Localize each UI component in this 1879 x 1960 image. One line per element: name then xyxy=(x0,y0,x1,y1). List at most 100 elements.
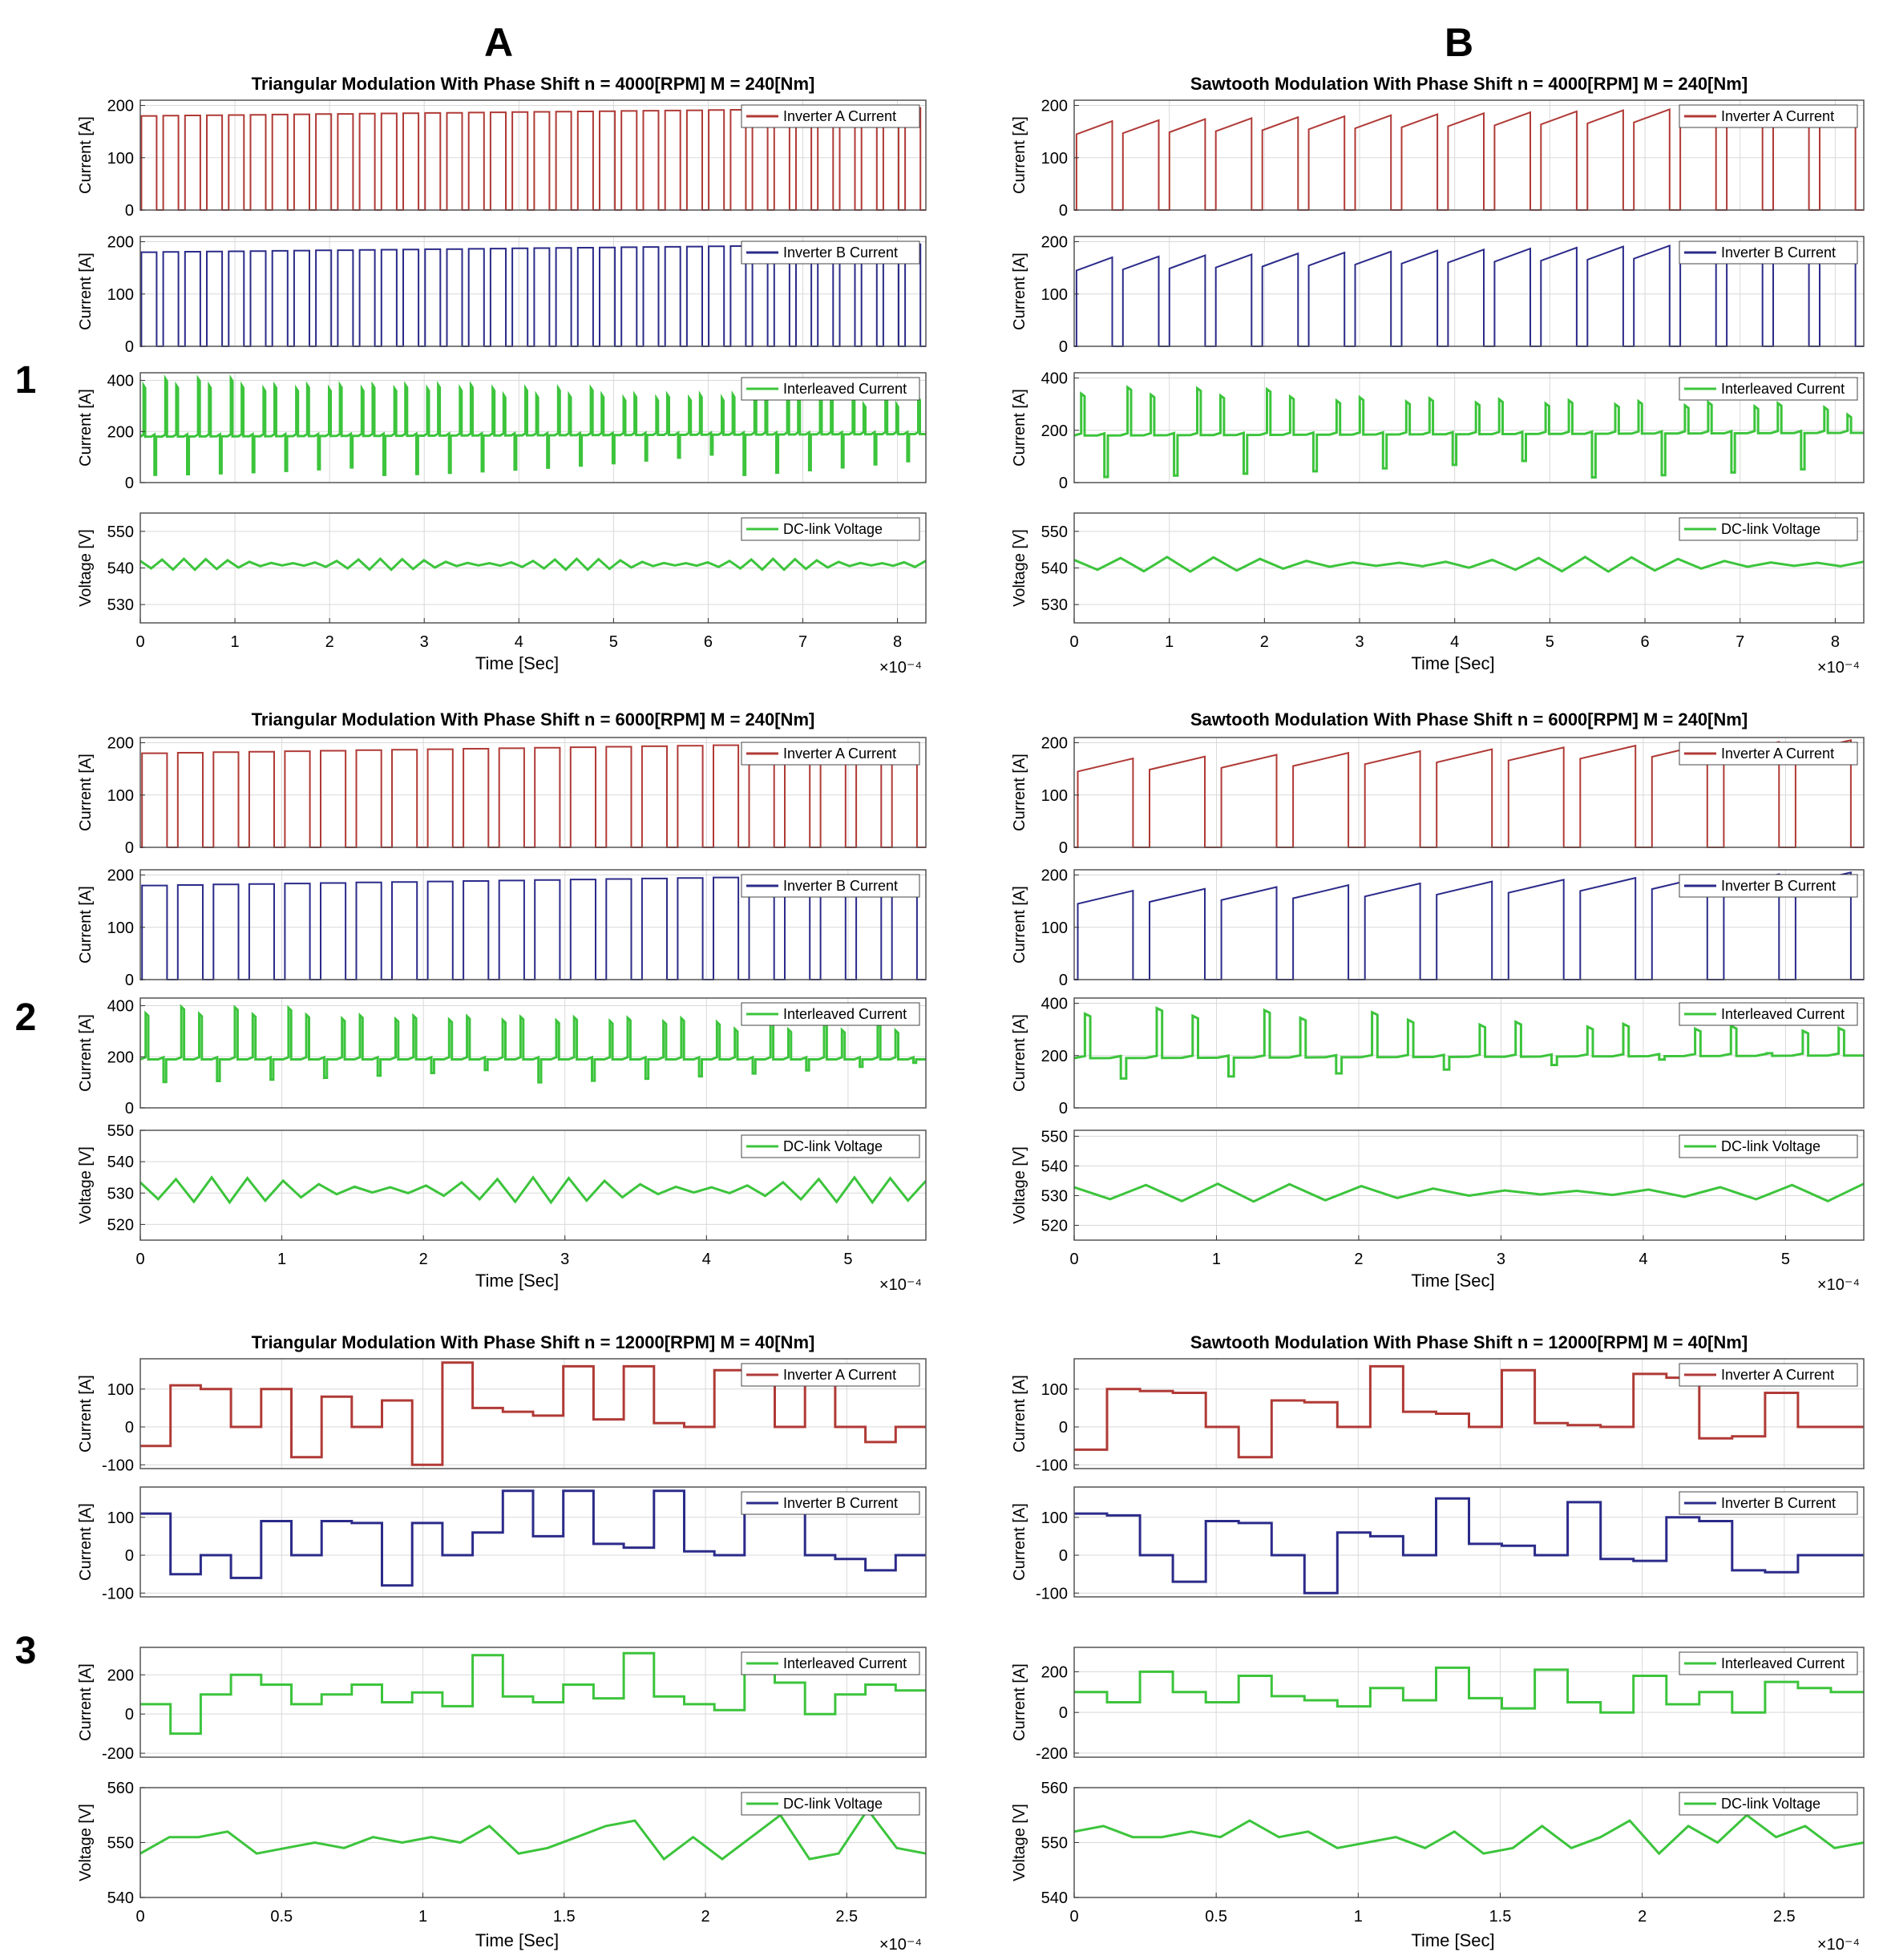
chart-A2: Triangular Modulation With Phase Shift n… xyxy=(77,709,927,1294)
legend-label: Inverter B Current xyxy=(783,878,898,894)
legend: DC-link Voltage xyxy=(741,1792,920,1816)
legend-label: DC-link Voltage xyxy=(783,1796,883,1812)
y-axis-label: Current [A] xyxy=(77,253,95,330)
y-axis-label: Voltage [V] xyxy=(1011,529,1028,607)
chart-A1: Triangular Modulation With Phase Shift n… xyxy=(77,74,927,677)
subplot-1: -100 0 100 Current [A] Inverter A Current xyxy=(1011,1358,1865,1474)
series-line xyxy=(1074,1666,1864,1714)
x-tick-label: 2 xyxy=(1354,1251,1363,1268)
y-tick-label: 100 xyxy=(107,919,134,937)
x-tick-label: 5 xyxy=(1546,633,1554,651)
y-tick-label: 200 xyxy=(107,234,134,252)
y-axis-label: Voltage [V] xyxy=(77,1804,95,1881)
x-tick-label: 8 xyxy=(893,633,902,651)
y-tick-label: 0 xyxy=(125,1706,134,1724)
y-axis-label: Current [A] xyxy=(77,1014,95,1092)
x-tick-label: 0.5 xyxy=(270,1908,293,1926)
x-tick-label: 2.5 xyxy=(835,1908,858,1926)
y-tick-label: 540 xyxy=(107,1889,134,1907)
y-axis-label: Voltage [V] xyxy=(77,529,95,607)
y-tick-label: 100 xyxy=(1041,1381,1068,1399)
legend: DC-link Voltage xyxy=(741,517,920,541)
y-axis-label: Current [A] xyxy=(77,754,95,831)
x-tick-label: 0 xyxy=(135,1908,144,1926)
x-axis-multiplier: ×10⁻⁴ xyxy=(1817,659,1860,677)
legend-label: DC-link Voltage xyxy=(1721,521,1820,537)
legend-label: Inverter B Current xyxy=(1721,244,1836,261)
y-tick-label: 200 xyxy=(1041,234,1068,252)
y-tick-label: 540 xyxy=(1041,1889,1068,1907)
legend: Inverter B Current xyxy=(1679,240,1858,265)
x-tick-label: 3 xyxy=(1355,633,1364,651)
y-tick-label: 0 xyxy=(125,475,134,492)
x-axis-label: Time [Sec] xyxy=(475,653,559,673)
y-tick-label: 0 xyxy=(125,1547,134,1565)
x-tick-label: 6 xyxy=(1640,633,1649,651)
y-tick-label: 0 xyxy=(1059,475,1068,492)
y-tick-label: 0 xyxy=(1059,1547,1068,1565)
subplot-1: 0 100 200 Current [A] Inverter A Current xyxy=(1011,735,1865,857)
legend-label: Interleaved Current xyxy=(783,1006,907,1022)
legend-label: Interleaved Current xyxy=(1721,1006,1845,1022)
y-tick-label: 200 xyxy=(1041,1048,1068,1065)
row-label-2: 2 xyxy=(15,996,37,1039)
y-tick-label: 550 xyxy=(1041,523,1068,541)
x-tick-label: 1 xyxy=(1165,633,1174,651)
y-tick-label: 0 xyxy=(1059,972,1068,989)
x-tick-label: 0 xyxy=(135,1251,144,1268)
y-tick-label: 530 xyxy=(107,1185,134,1202)
y-tick-label: 200 xyxy=(107,735,134,753)
y-tick-label: 0 xyxy=(125,1100,134,1117)
legend-label: Inverter A Current xyxy=(783,108,896,124)
legend-label: Interleaved Current xyxy=(783,381,907,397)
x-tick-label: 5 xyxy=(1781,1251,1790,1268)
series-line xyxy=(139,1175,927,1205)
subplot-3: 0 200 400 Current [A] Interleaved Current xyxy=(1011,996,1865,1117)
x-tick-label: 3 xyxy=(420,633,429,651)
x-axis-label: Time [Sec] xyxy=(1411,653,1494,673)
subplot-2: 0 100 200 Current [A] Inverter B Current xyxy=(77,867,927,989)
y-tick-label: 0 xyxy=(125,839,134,857)
y-axis-label: Current [A] xyxy=(1011,253,1028,330)
legend: Inverter B Current xyxy=(741,874,920,898)
y-tick-label: 200 xyxy=(107,1049,134,1066)
x-tick-label: 2 xyxy=(325,633,334,651)
legend-label: Interleaved Current xyxy=(783,1655,907,1671)
y-axis-label: Current [A] xyxy=(1011,116,1028,194)
x-axis-multiplier: ×10⁻⁴ xyxy=(879,1936,922,1954)
x-tick-label: 1 xyxy=(1354,1908,1363,1926)
y-tick-label: 100 xyxy=(107,150,134,168)
legend: Inverter A Current xyxy=(1679,742,1858,766)
legend-label: DC-link Voltage xyxy=(783,521,883,537)
subplot-2: 0 100 200 Current [A] Inverter B Current xyxy=(1011,234,1865,356)
y-tick-label: -200 xyxy=(102,1745,134,1763)
legend: DC-link Voltage xyxy=(1679,517,1858,541)
legend-label: Inverter B Current xyxy=(1721,878,1836,894)
plot-frame xyxy=(1073,1647,1865,1758)
x-tick-label: 1 xyxy=(418,1908,427,1926)
x-tick-label: 2 xyxy=(1260,633,1269,651)
legend: Interleaved Current xyxy=(1679,1651,1858,1675)
subplot-2: -100 0 100 Current [A] Inverter B Current xyxy=(77,1486,927,1602)
y-axis-label: Current [A] xyxy=(77,1503,95,1581)
x-tick-label: 0.5 xyxy=(1205,1908,1227,1926)
x-tick-label: 2 xyxy=(419,1251,428,1268)
y-tick-label: 0 xyxy=(1059,1704,1068,1722)
legend-label: Inverter A Current xyxy=(1721,746,1834,762)
y-tick-label: 100 xyxy=(107,1509,134,1527)
y-tick-label: 540 xyxy=(1041,1158,1068,1175)
y-axis-label: Current [A] xyxy=(77,1375,95,1453)
x-axis-label: Time [Sec] xyxy=(1411,1930,1494,1950)
legend: Inverter B Current xyxy=(741,1491,920,1515)
series-line xyxy=(139,1004,926,1084)
subplot-1: 0 100 200 Current [A] Inverter A Current xyxy=(1011,98,1865,220)
y-tick-label: 520 xyxy=(107,1216,134,1234)
x-tick-label: 6 xyxy=(704,633,713,651)
y-tick-label: 200 xyxy=(107,423,134,441)
y-tick-label: 200 xyxy=(1041,735,1068,753)
y-tick-label: 0 xyxy=(1059,1100,1068,1117)
row-label-1: 1 xyxy=(15,359,37,402)
legend: Interleaved Current xyxy=(741,1651,920,1675)
y-tick-label: 400 xyxy=(1041,370,1068,388)
legend-label: DC-link Voltage xyxy=(1721,1796,1820,1812)
